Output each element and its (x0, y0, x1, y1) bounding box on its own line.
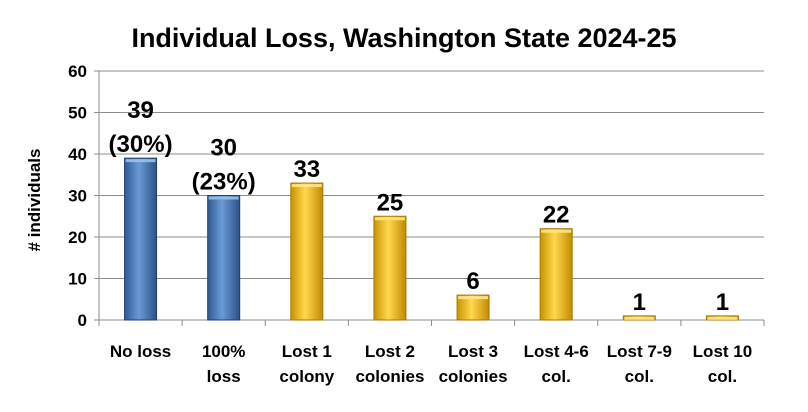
data-label: 39 (127, 97, 154, 124)
x-tick-label: colonies (355, 367, 424, 386)
y-tick-label: 40 (68, 145, 87, 164)
bar-top-bevel (374, 217, 405, 221)
bar-top-bevel (208, 196, 239, 200)
x-tick-label: col. (542, 367, 571, 386)
x-tick-label: colonies (439, 367, 508, 386)
x-tick-label: Lost 1 (282, 342, 332, 361)
bar-top-bevel (541, 229, 572, 233)
y-tick-label: 60 (68, 62, 87, 81)
y-tick-label: 50 (68, 104, 87, 123)
x-tick-label: No loss (110, 342, 171, 361)
x-tick-label: Lost 10 (693, 342, 753, 361)
axes (94, 70, 765, 326)
bar (456, 294, 490, 321)
bar-top-bevel (125, 159, 156, 163)
bars (124, 157, 739, 321)
x-tick-label: col. (708, 367, 737, 386)
chart-title: Individual Loss, Washington State 2024-2… (131, 23, 676, 53)
bar (373, 215, 407, 321)
bar-top-bevel (707, 316, 738, 320)
x-tick-labels: No loss 100% loss Lost 1 colony Lost 2 colonie… (110, 342, 752, 386)
x-tick-label: Lost 2 (365, 342, 415, 361)
bar-top-bevel (458, 296, 489, 300)
data-label: 6 (466, 268, 479, 295)
y-tick-label: 10 (68, 270, 87, 289)
y-tick-labels: 0 10 20 30 40 50 60 (68, 62, 87, 330)
x-tick-label: col. (625, 367, 654, 386)
data-label: 33 (293, 156, 320, 183)
x-tick-label: Lost 3 (448, 342, 498, 361)
bar (539, 228, 573, 321)
bar (124, 157, 158, 321)
data-label: (30%) (109, 131, 173, 158)
bar (207, 195, 241, 321)
data-label: 25 (377, 189, 404, 216)
y-tick-label: 0 (78, 311, 87, 330)
bar (290, 182, 324, 321)
x-tick-label: Lost 7-9 (607, 342, 672, 361)
y-tick-label: 30 (68, 187, 87, 206)
data-label: 30 (210, 135, 237, 162)
bar-top-bevel (624, 316, 655, 320)
data-label: 1 (716, 289, 729, 316)
x-tick-label: Lost 4-6 (524, 342, 589, 361)
x-tick-label: loss (207, 367, 241, 386)
y-axis-label: # individuals (25, 149, 44, 252)
x-tick-label: colony (279, 367, 334, 386)
data-label: 22 (543, 202, 570, 229)
x-tick-label: 100% (202, 342, 245, 361)
data-label: (23%) (192, 169, 256, 196)
data-labels: 39 (30%) 30 (23%) 33 25 6 22 1 1 (109, 97, 730, 316)
y-tick-label: 20 (68, 228, 87, 247)
data-label: 1 (633, 289, 646, 316)
bar-top-bevel (291, 184, 322, 188)
